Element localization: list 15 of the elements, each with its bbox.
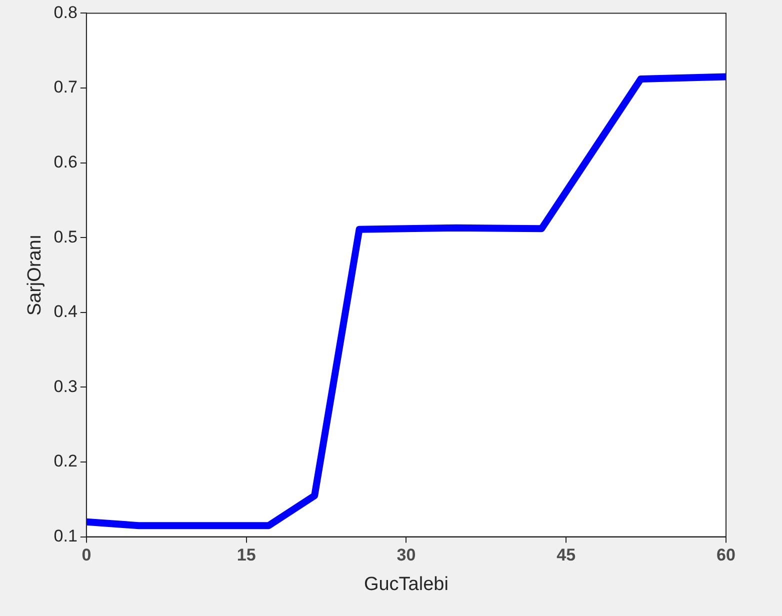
y-axis-title: SarjOranı — [24, 234, 46, 316]
x-tick-label: 30 — [396, 546, 416, 565]
y-tick-label: 0.8 — [54, 2, 78, 22]
x-tick-label: 0 — [82, 546, 92, 565]
x-axis-title: GucTalebi — [364, 574, 448, 595]
y-tick-label: 0.4 — [54, 302, 78, 322]
y-tick-label: 0.3 — [54, 376, 78, 396]
y-tick-label: 0.1 — [54, 526, 78, 546]
x-tick-label: 45 — [556, 546, 576, 565]
x-tick-label: 15 — [236, 546, 256, 565]
y-tick-label: 0.2 — [54, 452, 78, 471]
y-tick-label: 0.5 — [54, 227, 78, 246]
x-tick-label: 60 — [716, 546, 736, 565]
y-tick-label: 0.6 — [54, 152, 78, 172]
y-tick-label: 0.7 — [54, 78, 78, 97]
